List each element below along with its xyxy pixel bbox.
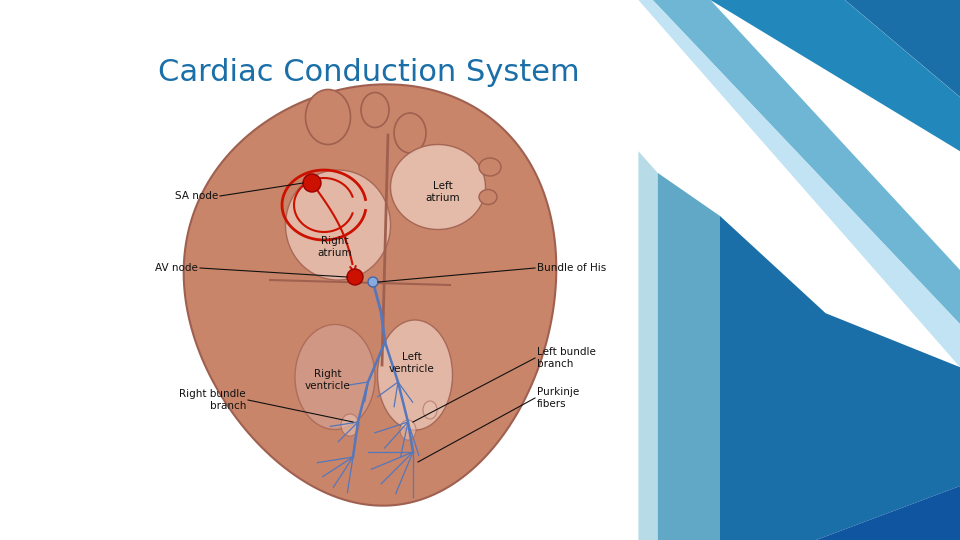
- Text: Right
atrium: Right atrium: [318, 236, 352, 258]
- Circle shape: [347, 269, 363, 285]
- Ellipse shape: [391, 145, 486, 230]
- Ellipse shape: [341, 414, 359, 436]
- Text: Left bundle
branch: Left bundle branch: [537, 347, 596, 369]
- Text: Left
atrium: Left atrium: [425, 181, 460, 203]
- Ellipse shape: [479, 190, 497, 205]
- Polygon shape: [816, 486, 960, 540]
- Text: Bundle of His: Bundle of His: [537, 263, 607, 273]
- Polygon shape: [720, 216, 960, 540]
- Polygon shape: [638, 151, 658, 540]
- Ellipse shape: [400, 420, 416, 440]
- Text: Right bundle
branch: Right bundle branch: [180, 389, 246, 411]
- Polygon shape: [638, 0, 960, 367]
- Ellipse shape: [394, 113, 426, 153]
- Polygon shape: [653, 0, 960, 324]
- Circle shape: [303, 174, 321, 192]
- Ellipse shape: [377, 320, 452, 430]
- Ellipse shape: [479, 158, 501, 176]
- Polygon shape: [845, 0, 960, 97]
- Ellipse shape: [285, 170, 391, 280]
- Ellipse shape: [361, 92, 389, 127]
- Ellipse shape: [423, 401, 437, 419]
- Polygon shape: [710, 0, 960, 151]
- Polygon shape: [183, 84, 556, 505]
- Text: Cardiac Conduction System: Cardiac Conduction System: [158, 58, 580, 87]
- Circle shape: [368, 277, 378, 287]
- Polygon shape: [658, 173, 720, 540]
- Ellipse shape: [305, 90, 350, 145]
- Text: Left
ventricle: Left ventricle: [389, 352, 435, 374]
- Text: Purkinje
fibers: Purkinje fibers: [537, 387, 579, 409]
- Text: AV node: AV node: [156, 263, 198, 273]
- Text: SA node: SA node: [175, 191, 218, 201]
- Ellipse shape: [295, 325, 375, 429]
- Text: Right
ventricle: Right ventricle: [305, 369, 350, 391]
